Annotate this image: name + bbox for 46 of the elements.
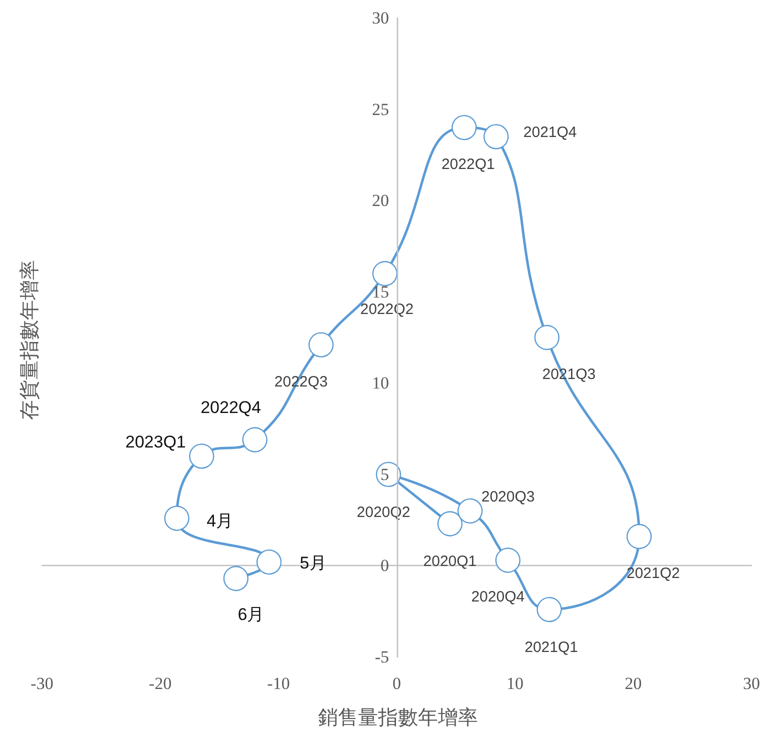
annotation: 2020Q4 xyxy=(471,588,525,606)
annotation: 5月 xyxy=(300,554,326,573)
y-tick-label: 25 xyxy=(372,100,389,119)
annotation: 2021Q1 xyxy=(524,639,578,656)
y-tick-label: 30 xyxy=(372,8,389,28)
annotation: 2022Q4 xyxy=(200,398,262,418)
x-axis-title: 銷售量指數年增率 xyxy=(318,707,478,729)
point xyxy=(256,549,282,575)
y-tick-label: 10 xyxy=(372,374,389,393)
annotation: 6月 xyxy=(238,604,264,624)
point xyxy=(223,566,249,592)
y-tick-label: 5 xyxy=(380,464,389,484)
point xyxy=(452,114,477,140)
y-tick-label: 0 xyxy=(380,556,389,576)
y-tick-label: 15 xyxy=(372,282,389,302)
x-tick-label: -20 xyxy=(148,674,172,693)
point xyxy=(242,427,268,452)
point xyxy=(189,444,214,469)
x-tick-label: 0 xyxy=(392,674,401,693)
annotation: 2021Q2 xyxy=(626,565,680,582)
point xyxy=(457,498,483,524)
point xyxy=(534,324,560,350)
point xyxy=(372,261,398,286)
y-tick-label: -5 xyxy=(374,648,389,666)
annotation: 2020Q2 xyxy=(356,504,410,521)
annotation: 2022Q1 xyxy=(441,156,495,174)
x-tick-label: 30 xyxy=(743,674,760,693)
annotation: 2021Q4 xyxy=(523,124,577,142)
y-axis-title: 存貨量指數年增率 xyxy=(19,260,41,420)
point xyxy=(437,511,463,536)
x-tick-label: 20 xyxy=(624,674,642,693)
x-tick-label: -10 xyxy=(267,674,290,693)
annotation: 2020Q3 xyxy=(481,488,535,506)
annotation: 2022Q2 xyxy=(360,301,414,318)
annotation: 4月 xyxy=(206,512,234,531)
point xyxy=(484,124,509,150)
x-tick-label: -30 xyxy=(30,674,54,693)
point xyxy=(536,596,562,622)
x-tick-label: 10 xyxy=(506,674,524,693)
point xyxy=(164,506,190,531)
point xyxy=(626,524,652,550)
annotation: 2023Q1 xyxy=(125,432,186,452)
point xyxy=(495,548,521,573)
annotation: 2020Q1 xyxy=(423,553,477,570)
point xyxy=(308,332,334,358)
y-tick-label: 20 xyxy=(372,191,389,210)
